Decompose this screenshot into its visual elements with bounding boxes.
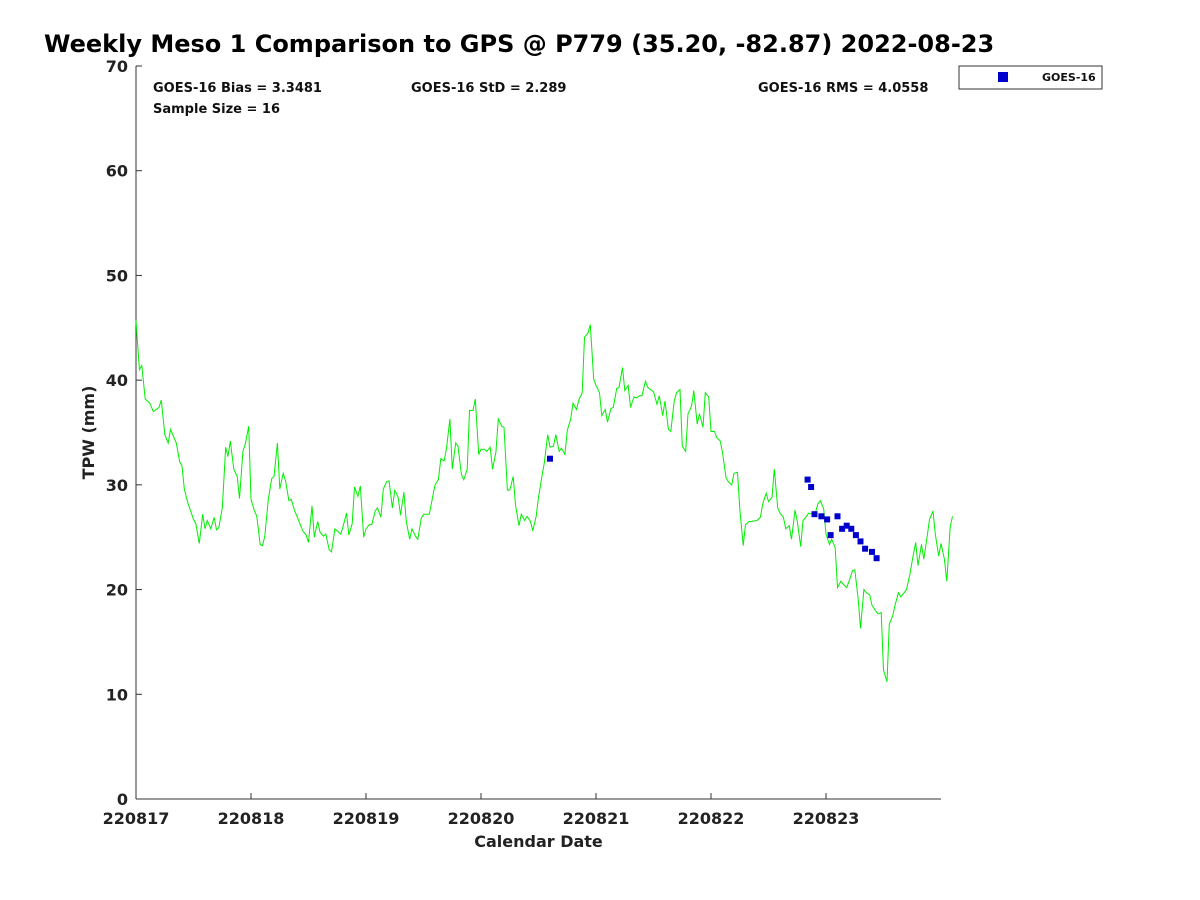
y-tick-label: 30 (106, 476, 128, 495)
goes16-marker (827, 532, 834, 539)
goes16-marker (857, 538, 864, 545)
plot-frame (136, 66, 941, 799)
stat-bias: GOES-16 Bias = 3.3481 (153, 81, 322, 96)
y-axis-title: TPW (mm) (79, 386, 98, 480)
legend-marker-goes16 (998, 72, 1008, 82)
goes16-marker (824, 516, 831, 523)
goes16-marker (811, 511, 818, 518)
goes16-marker (869, 548, 875, 555)
y-tick-label: 70 (106, 57, 128, 76)
x-tick-label: 220821 (563, 809, 630, 828)
stat-rms: GOES-16 RMS = 4.0558 (758, 81, 928, 96)
chart-title: Weekly Meso 1 Comparison to GPS @ P779 (… (44, 30, 995, 58)
goes16-marker (848, 525, 855, 532)
goes16-marker (818, 513, 825, 520)
stat-std: GOES-16 StD = 2.289 (411, 81, 566, 96)
goes16-marker (834, 513, 841, 520)
legend-label-goes16: GOES-16 (1042, 71, 1096, 84)
series-line-gps (135, 320, 953, 682)
x-axis-title: Calendar Date (474, 832, 603, 851)
plot-area (135, 66, 941, 800)
legend-box (958, 65, 1103, 90)
goes16-marker (852, 532, 859, 539)
y-tick-label: 50 (106, 266, 128, 285)
goes16-marker (862, 545, 869, 552)
series-layer (135, 320, 953, 682)
y-tick-label: 0 (117, 790, 128, 809)
y-tick-label: 20 (106, 581, 128, 600)
goes16-marker (804, 476, 811, 483)
x-tick-label: 220817 (103, 809, 170, 828)
x-tick-label: 220818 (218, 809, 285, 828)
y-tick-label: 40 (106, 371, 128, 390)
goes16-marker (839, 525, 846, 532)
goes16-marker (843, 522, 850, 529)
y-tick-label: 10 (106, 685, 128, 704)
legend: GOES-16 (958, 65, 1103, 90)
goes16-marker (873, 555, 880, 562)
x-axis: 220817 220818 220819 220820 220821 220822 2208… (103, 793, 860, 828)
x-tick-label: 220820 (448, 809, 515, 828)
goes16-marker (547, 455, 553, 462)
stat-sample-size: Sample Size = 16 (153, 102, 280, 117)
y-axis: 0 10 20 30 40 50 60 70 (106, 57, 142, 809)
goes16-marker (808, 484, 815, 490)
x-tick-label: 220822 (678, 809, 745, 828)
y-tick-label: 60 (106, 162, 128, 181)
x-tick-label: 220819 (333, 809, 400, 828)
x-tick-label: 220823 (793, 809, 860, 828)
